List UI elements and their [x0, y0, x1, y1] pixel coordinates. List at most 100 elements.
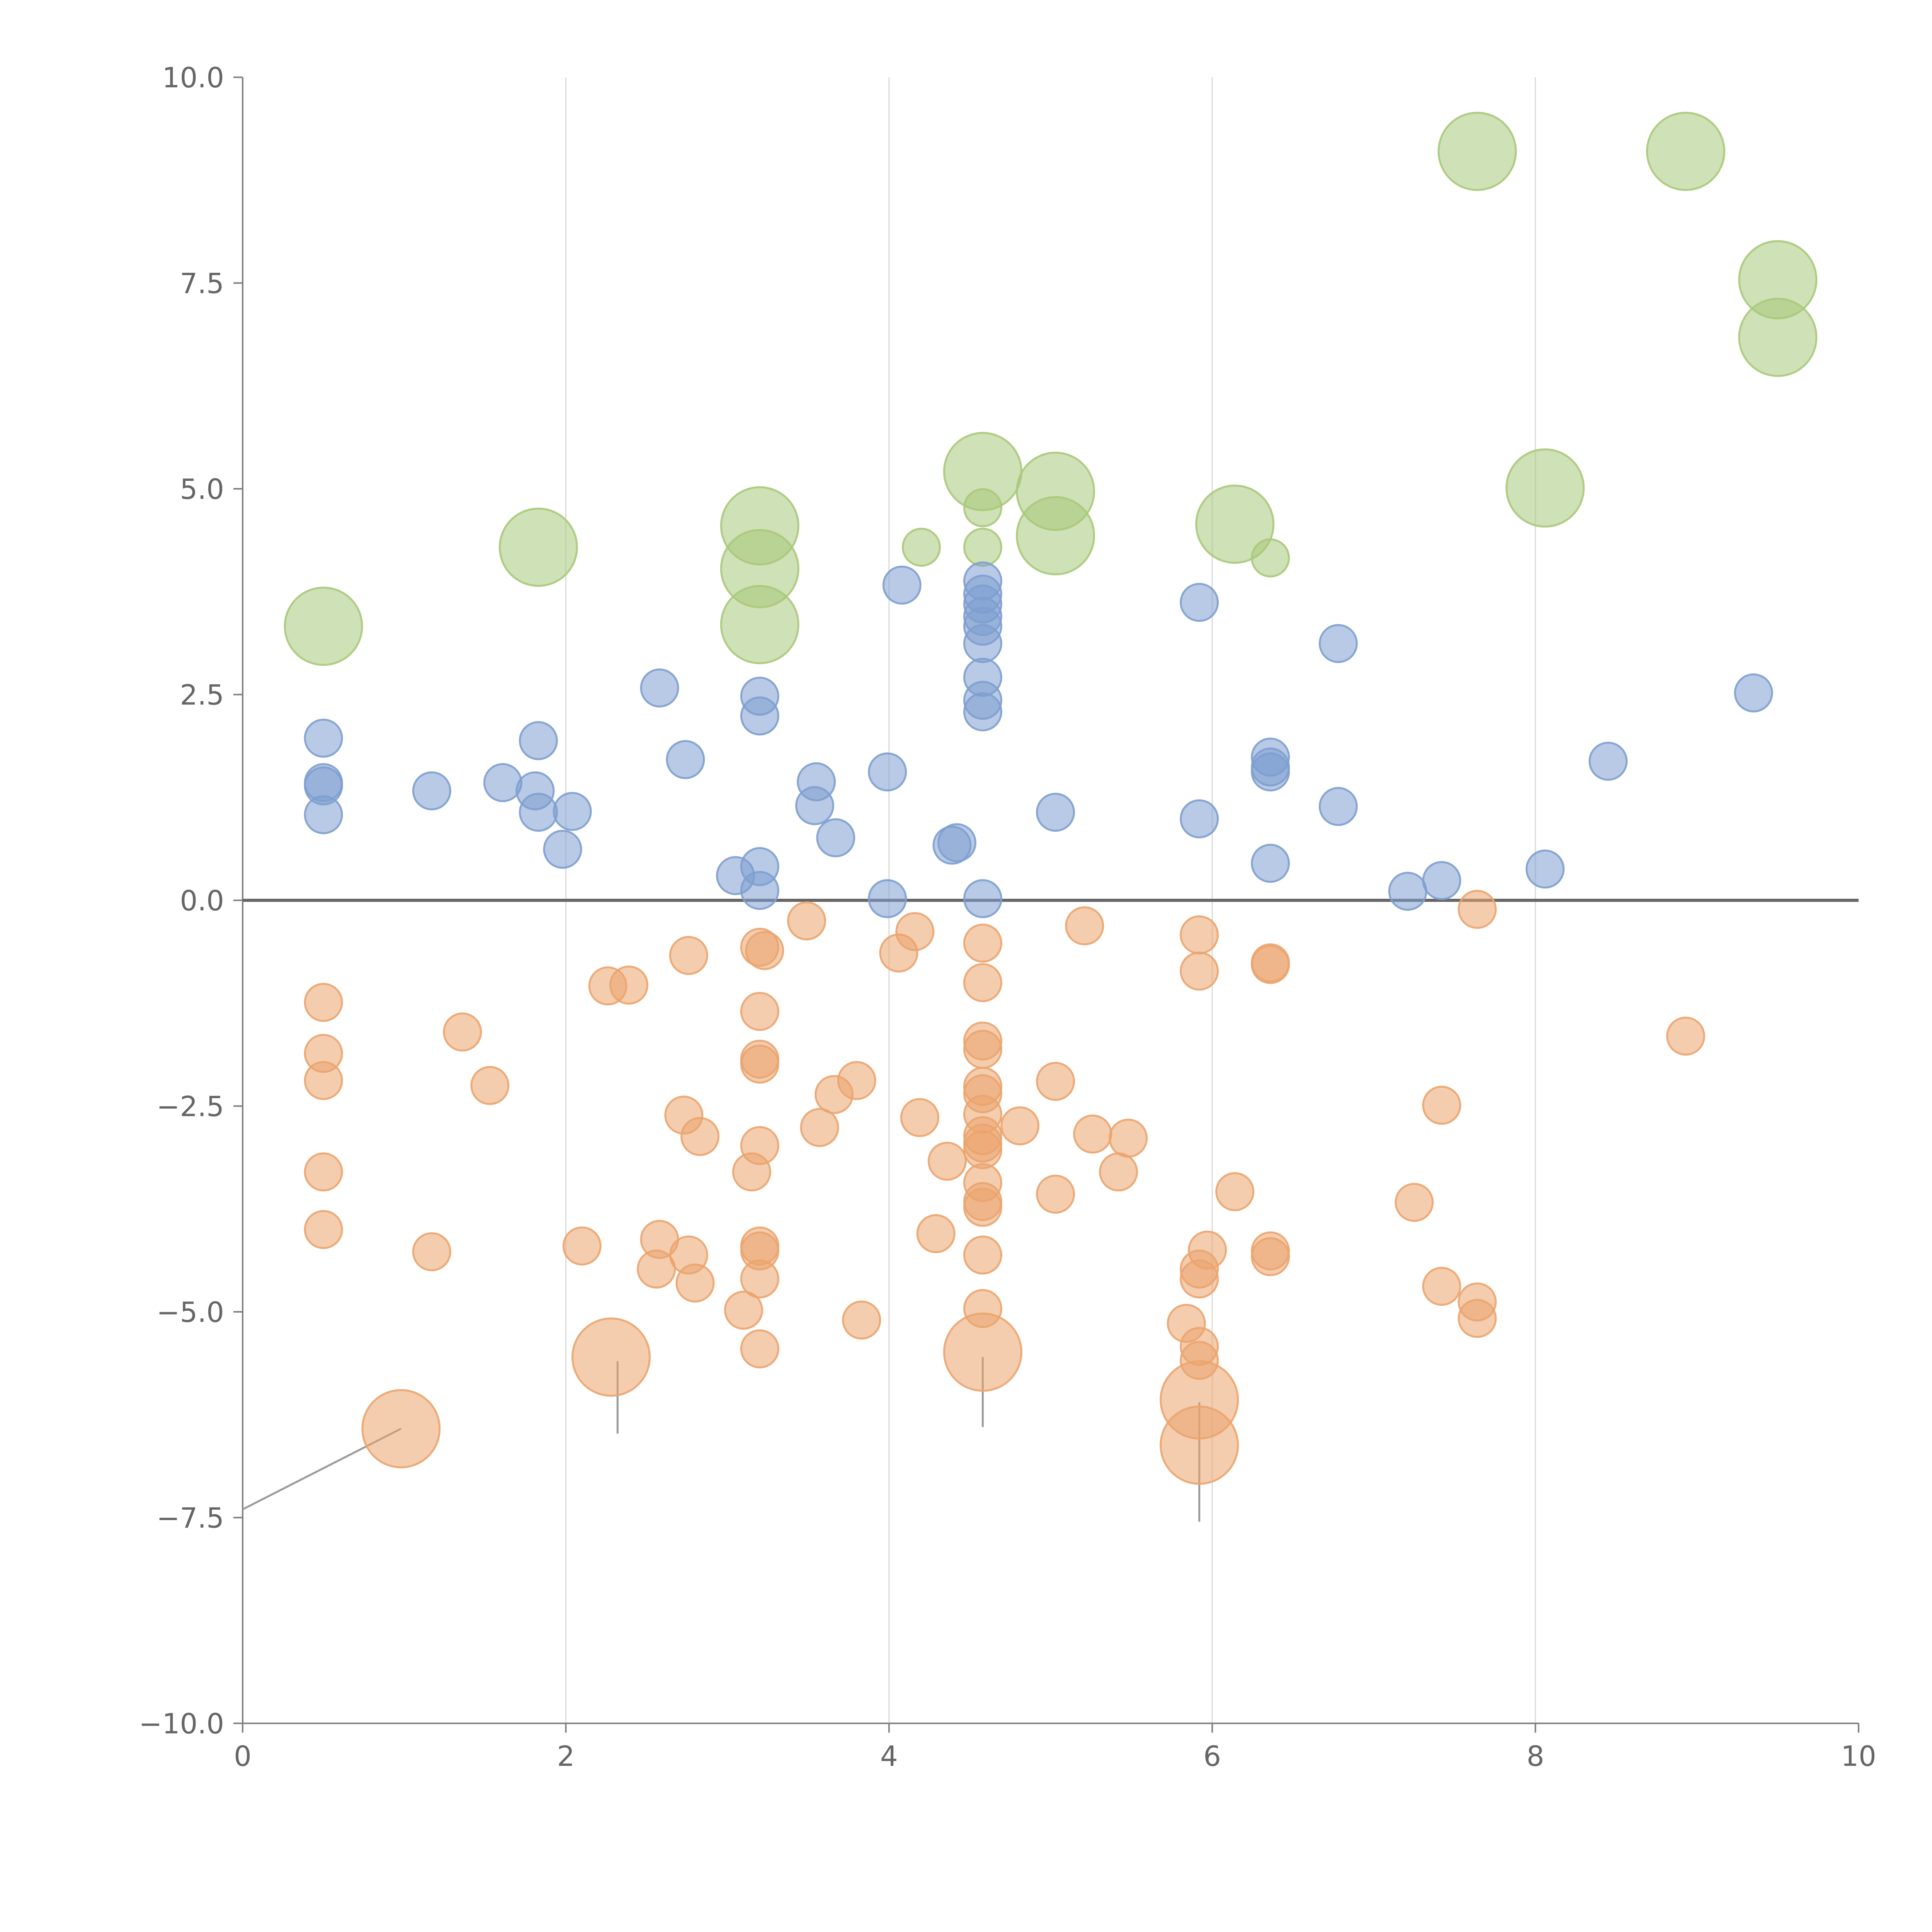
blue-point: [868, 879, 907, 918]
blue-point: [1422, 861, 1461, 900]
blue-point: [816, 818, 855, 857]
orange-point: [740, 992, 779, 1031]
orange-point: [1458, 889, 1497, 929]
blue-point: [412, 771, 451, 811]
orange-point: [963, 963, 1002, 1002]
blue-point: [483, 763, 522, 802]
points-layer: [284, 112, 1818, 1485]
y-tick-label: 10.0: [162, 61, 224, 94]
tick-labels-layer: 0 2 4 6 8 10 10.0 7.5 5.0 2.5 0.0 −2.5 −5.0 −7.5 −10.0: [139, 61, 1876, 1772]
orange-point: [1000, 1106, 1040, 1146]
orange-point: [304, 983, 343, 1022]
blue-point: [1251, 844, 1290, 883]
orange-point: [443, 1012, 482, 1052]
orange-point: [675, 1263, 715, 1303]
blue-point: [1734, 673, 1773, 713]
blue-point: [963, 624, 1002, 663]
x-tick-label: 0: [234, 1740, 252, 1772]
orange-point: [304, 1152, 343, 1192]
orange-point: [740, 1259, 779, 1299]
green-point: [720, 585, 799, 664]
orange-point: [680, 1117, 720, 1156]
blue-point: [543, 830, 582, 869]
orange-point: [963, 1235, 1002, 1275]
green-point: [1646, 112, 1726, 191]
orange-point: [842, 1300, 881, 1340]
orange-point: [1036, 1174, 1075, 1214]
x-tick-label: 8: [1527, 1740, 1544, 1772]
orange-point: [304, 1210, 343, 1249]
orange-point: [724, 1291, 763, 1330]
orange-point: [837, 1061, 876, 1100]
green-point: [498, 507, 578, 587]
orange-point: [927, 1141, 967, 1181]
green-point: [1016, 496, 1095, 575]
y-tick-label: −7.5: [156, 1502, 224, 1534]
orange-point: [916, 1214, 956, 1253]
orange-point: [1188, 1230, 1227, 1270]
orange-point: [1251, 945, 1290, 984]
blue-point: [1588, 742, 1628, 781]
orange-point: [470, 1066, 510, 1105]
orange-point: [412, 1232, 451, 1272]
orange-point: [1180, 951, 1219, 991]
orange-point: [740, 1126, 779, 1165]
y-tick-label: 0.0: [180, 884, 224, 917]
green-point: [1505, 448, 1585, 528]
blue-point: [963, 879, 1002, 918]
blue-point: [1180, 799, 1219, 838]
blue-point: [963, 692, 1002, 731]
blue-point: [1318, 787, 1358, 826]
blue-point: [519, 793, 558, 832]
orange-point: [1065, 906, 1104, 946]
orange-point: [943, 1312, 1022, 1392]
green-point: [1437, 112, 1517, 191]
green-point: [963, 527, 1002, 567]
orange-point: [787, 901, 827, 940]
orange-point: [740, 1044, 779, 1084]
green-point: [901, 527, 941, 567]
x-tick-label: 2: [557, 1740, 575, 1772]
blue-point: [1388, 872, 1427, 911]
orange-point: [1109, 1119, 1148, 1158]
orange-point: [1099, 1152, 1138, 1192]
blue-point: [1251, 752, 1290, 792]
orange-point: [1180, 915, 1219, 954]
orange-point: [800, 1108, 839, 1147]
blue-point: [937, 823, 976, 862]
orange-point: [963, 1187, 1002, 1227]
green-point: [284, 587, 363, 666]
blue-point: [740, 871, 779, 910]
orange-point: [669, 936, 708, 975]
x-tick-label: 10: [1841, 1740, 1876, 1772]
green-point: [963, 488, 1002, 527]
blue-point: [666, 740, 705, 779]
y-tick-label: −2.5: [156, 1090, 224, 1123]
orange-point: [1395, 1183, 1434, 1222]
blue-point: [1526, 849, 1565, 889]
green-point: [1251, 538, 1290, 578]
blue-point: [1318, 624, 1358, 663]
green-point: [1738, 298, 1818, 377]
blue-point: [519, 721, 558, 760]
blue-point: [1036, 793, 1075, 832]
orange-point: [1036, 1062, 1075, 1101]
y-tick-label: −10.0: [139, 1708, 224, 1740]
orange-point: [361, 1389, 441, 1468]
orange-point: [1215, 1172, 1255, 1211]
blue-point: [882, 565, 922, 605]
blue-point: [1180, 583, 1219, 622]
orange-point: [1422, 1267, 1461, 1306]
blue-point: [740, 696, 779, 736]
y-tick-label: −5.0: [156, 1296, 224, 1328]
orange-point: [963, 923, 1002, 963]
orange-point: [740, 1329, 779, 1369]
orange-point: [304, 1061, 343, 1100]
orange-point: [895, 912, 935, 951]
orange-point: [900, 1098, 939, 1137]
y-tick-label: 7.5: [180, 267, 224, 300]
orange-point: [1422, 1085, 1461, 1125]
blue-point: [304, 795, 343, 834]
